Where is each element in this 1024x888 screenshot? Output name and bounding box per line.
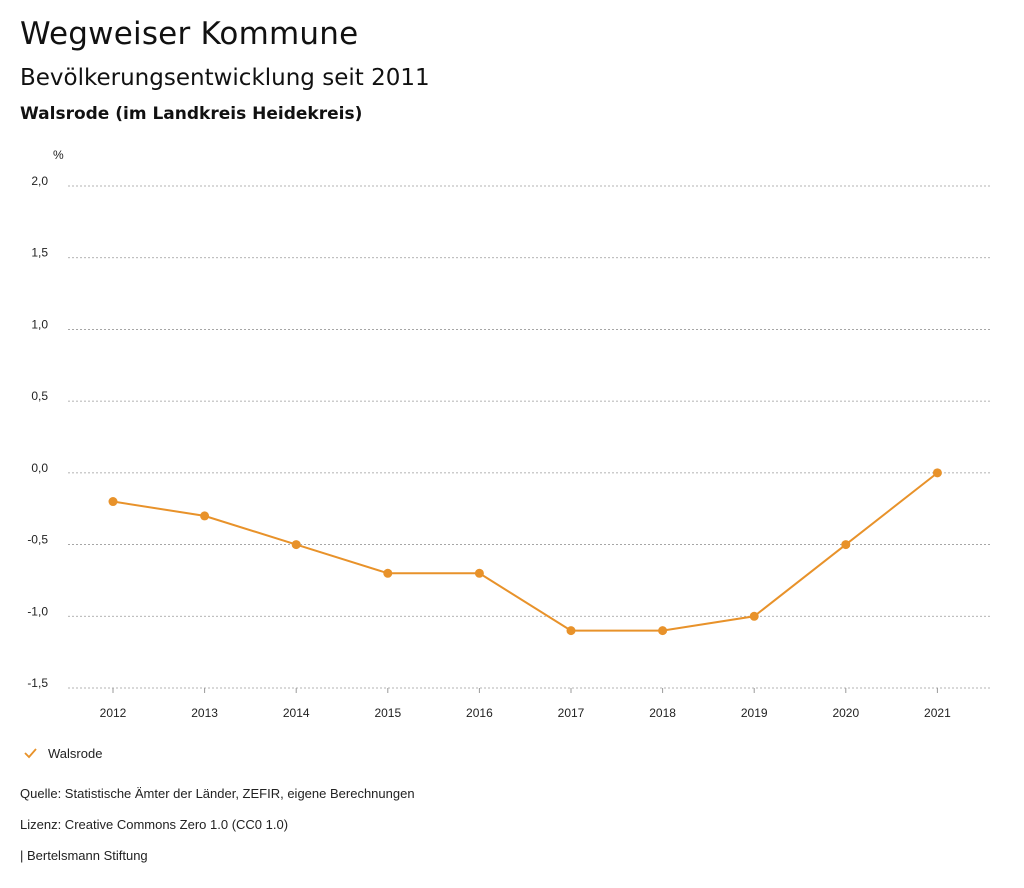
license-note: Lizenz: Creative Commons Zero 1.0 (CC0 1… (20, 817, 289, 832)
check-icon (24, 748, 37, 759)
data-point[interactable] (566, 626, 576, 636)
data-point[interactable] (932, 468, 942, 478)
grid-lines (68, 185, 990, 689)
x-tick-label: 2016 (466, 706, 493, 720)
x-tick-label: 2021 (924, 706, 951, 720)
publisher-note: | Bertelsmann Stiftung (20, 848, 148, 863)
region-label: Walsrode (im Landkreis Heidekreis) (20, 104, 363, 124)
data-point[interactable] (383, 568, 393, 578)
x-tick-label: 2020 (832, 706, 859, 720)
x-axis-ticks: 2012 2013 2014 2015 2016 2017 2018 2019 2020 2021 (100, 688, 951, 720)
x-tick-label: 2014 (283, 706, 310, 720)
y-tick-label: -1,5 (27, 676, 48, 690)
x-tick-label: 2019 (741, 706, 768, 720)
series-walsrode (108, 468, 942, 636)
y-tick-label: -0,5 (27, 533, 48, 547)
data-point[interactable] (749, 611, 759, 621)
data-point[interactable] (658, 626, 668, 636)
x-tick-label: 2018 (649, 706, 676, 720)
chart-subtitle: Bevölkerungsentwicklung seit 2011 (20, 65, 430, 91)
legend[interactable]: Walsrode (22, 745, 102, 761)
page-title: Wegweiser Kommune (20, 16, 359, 52)
data-point[interactable] (108, 497, 118, 507)
y-axis-unit-label: % (53, 148, 64, 162)
x-tick-label: 2015 (374, 706, 401, 720)
series-line (112, 472, 939, 632)
data-point[interactable] (474, 568, 484, 578)
x-tick-label: 2013 (191, 706, 218, 720)
legend-label: Walsrode (48, 745, 103, 761)
x-tick-label: 2012 (100, 706, 127, 720)
y-tick-label: 1,0 (31, 317, 48, 331)
data-point[interactable] (200, 511, 210, 521)
y-tick-label: -1,0 (27, 604, 48, 618)
y-tick-label: 1,5 (31, 246, 48, 260)
source-note: Quelle: Statistische Ämter der Länder, Z… (20, 786, 415, 801)
y-tick-label: 0,5 (31, 389, 48, 403)
y-tick-label: 2,0 (31, 174, 48, 188)
x-tick-label: 2017 (558, 706, 585, 720)
data-point[interactable] (841, 540, 851, 550)
line-chart: % 2,01,51,00,50,0-0,5-1,0-1,5 2012 2013 20… (27, 148, 990, 720)
data-point[interactable] (291, 540, 301, 550)
y-axis-ticks: 2,0 1,5 1,0 0,5 0,0 -0,5 -1,0 -1,5 (27, 174, 48, 690)
y-tick-label: 0,0 (31, 461, 48, 475)
